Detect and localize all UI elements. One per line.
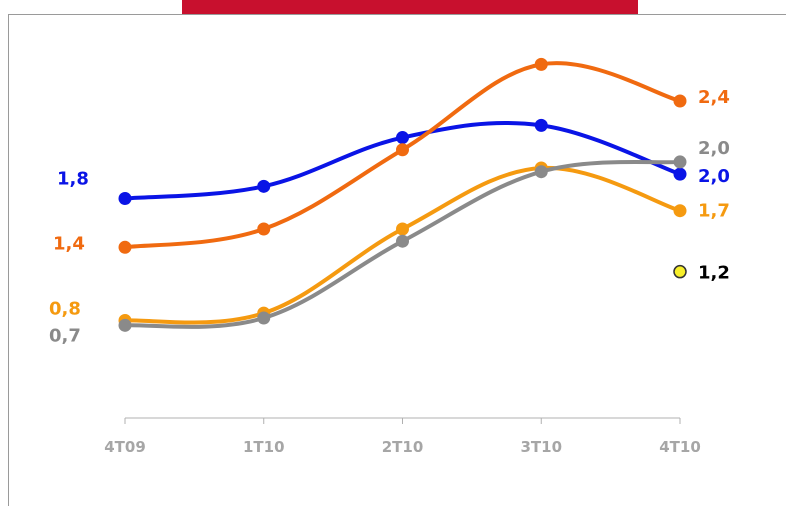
series-1-label-4T09: 1,4	[53, 233, 85, 254]
series-0-point-3T10	[534, 118, 548, 132]
series-2-label-4T09: 0,8	[49, 298, 81, 319]
series-2-point-2T10	[396, 222, 409, 236]
x-tick-label-1T10: 1T10	[243, 438, 285, 456]
series-0-point-1T10	[257, 179, 271, 193]
series-0-label-4T09: 1,8	[57, 169, 89, 190]
series-1-point-3T10	[534, 57, 548, 71]
series-3-point-1T10	[257, 311, 271, 325]
series-0-label-4T10: 2,0	[698, 166, 730, 187]
x-tick-label-4T10: 4T10	[659, 438, 701, 456]
series-3-point-4T10	[673, 155, 687, 169]
series-1-label-4T10: 2,4	[698, 87, 730, 108]
x-tick-label-2T10: 2T10	[382, 438, 424, 456]
series-0-point-4T10	[673, 167, 687, 181]
series-0-point-2T10	[396, 131, 409, 145]
series-3-point-2T10	[396, 234, 409, 248]
title-banner	[182, 0, 638, 14]
series-3-label-4T09: 0,7	[49, 325, 81, 346]
series-2-point-4T10	[673, 204, 687, 218]
series-1-point-4T10	[673, 94, 687, 108]
series-3-point-4T09	[118, 318, 132, 332]
series-2-label-4T10: 1,7	[698, 201, 730, 222]
extra-point-label: 1,2	[698, 263, 730, 284]
x-tick-label-3T10: 3T10	[520, 438, 562, 456]
series-0-point-4T09	[118, 192, 132, 206]
chart-frame	[8, 14, 786, 506]
series-1-point-1T10	[257, 222, 271, 236]
x-tick-label-4T09: 4T09	[104, 438, 146, 456]
series-3-label-4T10: 2,0	[698, 138, 730, 159]
extra-point	[673, 264, 687, 279]
series-1-point-4T09	[118, 240, 132, 254]
series-3-point-3T10	[534, 165, 548, 179]
series-1-point-2T10	[396, 143, 409, 157]
